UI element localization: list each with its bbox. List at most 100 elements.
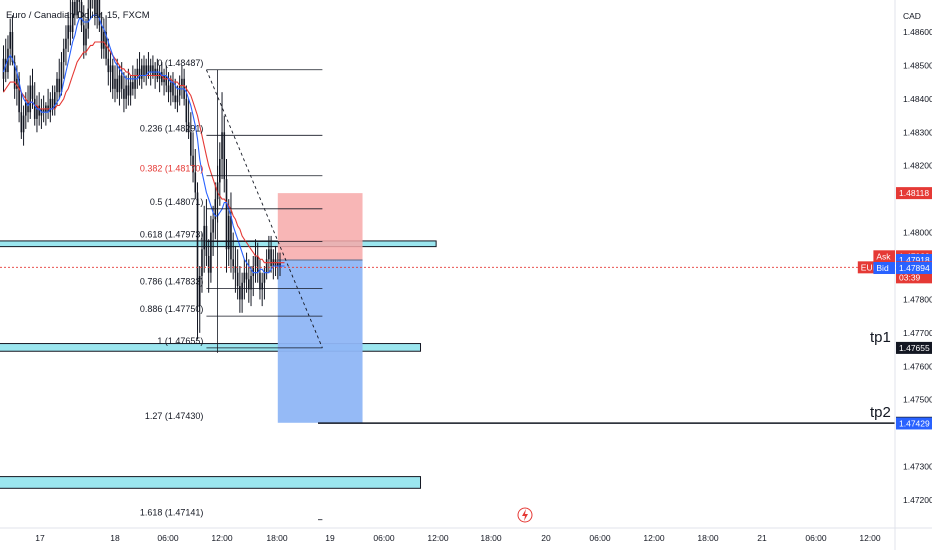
fib-level-label: 1 (1.47655) (157, 336, 203, 346)
y-tick-label: 1.47700 (903, 328, 932, 338)
price-badge[interactable]: 1.47918 (896, 253, 932, 266)
fib-level[interactable]: 0.382 (1.48170) (140, 164, 323, 177)
x-tick-label: 12:00 (211, 533, 233, 543)
candle (225, 159, 228, 273)
badge-price: 1.47894 (899, 263, 930, 273)
candle (156, 58, 159, 83)
fib-level[interactable]: 1.618 (1.47141) (140, 508, 323, 521)
badge-bg (896, 417, 932, 430)
candle (60, 52, 63, 96)
y-tick-label: 1.47200 (903, 495, 932, 505)
candle-body (114, 78, 116, 89)
price-badge[interactable]: 1.47429 (896, 417, 932, 430)
candle (65, 25, 67, 66)
candle-body (71, 1, 74, 32)
candle (114, 65, 116, 103)
candle (152, 55, 154, 79)
fibonacci-layer[interactable]: 0 (1.48487) 0.236 (1.48291) 0.382 (1.48170… (140, 58, 895, 521)
price-badge[interactable]: 1.48118 (896, 187, 932, 200)
tp1-zone[interactable] (0, 343, 422, 352)
candle (132, 65, 134, 96)
candle-body (109, 65, 112, 73)
fib-trend-line (206, 69, 323, 349)
x-tick-label: 06:00 (589, 533, 611, 543)
candle-body (279, 262, 281, 268)
x-tick-label: 21 (757, 533, 767, 543)
price-badge[interactable]: 1.47655 (896, 341, 932, 354)
candle-body (53, 92, 56, 109)
badge-label-bg (873, 250, 895, 263)
candle (98, 0, 101, 32)
candle-body (205, 225, 208, 256)
y-tick-label: 1.48500 (903, 60, 932, 70)
candle (29, 75, 32, 119)
badge-price-bg (896, 262, 932, 275)
candle (140, 58, 143, 89)
candle (96, 0, 98, 29)
fib-level[interactable]: 0.618 (1.47973) (140, 230, 323, 242)
candle-body (196, 192, 199, 307)
candle (245, 252, 248, 293)
time-axis[interactable]: 17 18 06:00 12:00 18:00 19 06:00 12:00 18:00 20 06… (0, 527, 932, 543)
candle-body (149, 65, 152, 73)
take-profit-zone[interactable] (277, 259, 363, 423)
fib-level[interactable]: 0.886 (1.47750) (140, 304, 323, 317)
candle-body (250, 276, 252, 290)
price-badge[interactable]: Bid 1.47894 (873, 262, 932, 275)
fib-level[interactable]: 0.786 (1.47833) (140, 276, 323, 289)
candle (100, 11, 103, 59)
price-axis[interactable]: 1.48600 1.48500 1.48400 1.48300 1.48200 1.480… (857, 0, 932, 550)
x-tick-label: 12:00 (859, 533, 881, 543)
alert-icon[interactable] (517, 507, 533, 523)
candle (109, 52, 112, 93)
currency-label: CAD (903, 11, 921, 21)
lower-zone[interactable] (0, 476, 422, 489)
candle-body (256, 255, 259, 273)
annotation-tp2: tp2 (870, 404, 891, 421)
candle (9, 18, 11, 66)
candle (232, 232, 234, 280)
candle-body (18, 78, 20, 113)
candle (243, 259, 246, 300)
fib-level[interactable]: 0 (1.48487) (157, 58, 323, 71)
candle (87, 0, 90, 39)
chart-title: Euro / Canadian Dollar, 15, FXCM (6, 10, 150, 21)
candle-body (89, 0, 92, 9)
x-tick-label: 18:00 (480, 533, 502, 543)
candle-body (172, 82, 174, 96)
y-tick-label: 1.47300 (903, 462, 932, 472)
fib-level[interactable]: 1.27 (1.47430) (145, 411, 895, 424)
annotation-tp1: tp1 (870, 329, 891, 346)
candle (250, 266, 252, 307)
stop-loss-zone[interactable] (277, 193, 363, 260)
candle-body (16, 78, 18, 89)
candle (169, 75, 172, 106)
candle (190, 112, 192, 166)
candle-body (107, 58, 110, 73)
candle (53, 85, 56, 116)
candle-body (76, 0, 78, 16)
candle-body (181, 78, 183, 86)
candle (234, 245, 237, 293)
candle-body (132, 82, 134, 89)
candle (259, 259, 261, 300)
candle-body (248, 279, 250, 290)
position-layer[interactable] (277, 193, 363, 423)
candle-body (223, 132, 226, 180)
candle-body (103, 32, 105, 49)
candle-body (13, 62, 16, 89)
candle-body (241, 282, 243, 300)
fib-level[interactable]: 0.236 (1.48291) (140, 123, 323, 136)
candle-body (49, 98, 52, 113)
fib-level[interactable]: 1 (1.47655) (157, 336, 323, 349)
candle (268, 235, 270, 273)
candle (198, 266, 201, 333)
candle-body (111, 65, 114, 89)
candle-body (2, 58, 5, 79)
candle-body (230, 215, 232, 260)
candle-body (33, 98, 36, 119)
candle-body (219, 159, 221, 183)
candle (138, 52, 141, 86)
candle (49, 92, 52, 123)
